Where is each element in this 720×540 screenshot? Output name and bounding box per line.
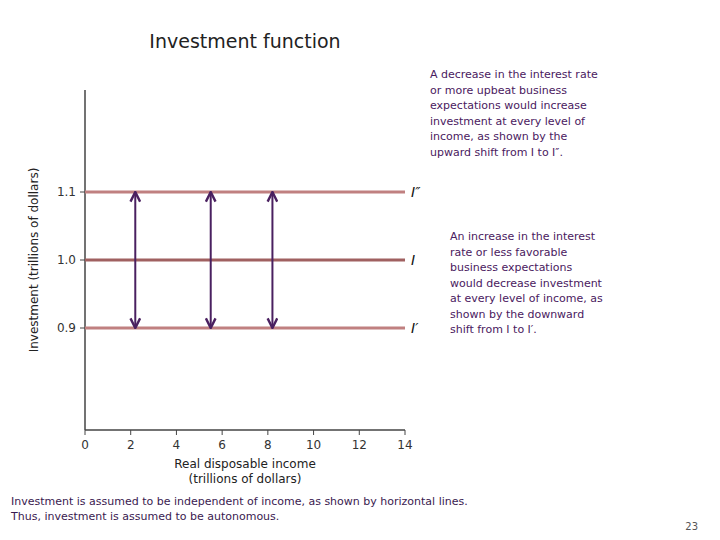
x-tick-label: 0 — [81, 438, 89, 452]
y-tick-label: 0.9 — [57, 321, 76, 335]
line-label: I″ — [411, 184, 421, 200]
axes: 0 2 4 6 8 10 12 14 0.9 1.0 1.1 — [57, 90, 413, 452]
title: Investment function — [149, 30, 340, 52]
shift-arrow — [134, 192, 136, 260]
text-line: upward shift from I to I″. — [430, 146, 563, 159]
annotation-text: 23 — [685, 521, 698, 532]
line-label: I′ — [411, 320, 419, 336]
text-line: rate or less favorable — [450, 246, 568, 259]
text-line: shift from I to I′. — [450, 323, 537, 336]
x-tick-label: 12 — [352, 438, 367, 452]
text-line: investment at every level of — [430, 115, 586, 128]
investment-line — [85, 327, 405, 330]
x-tick-label: 14 — [397, 438, 412, 452]
text-line: business expectations — [450, 261, 572, 274]
x-tick-label: 10 — [306, 438, 321, 452]
text-line: An increase in the interest — [450, 230, 596, 243]
text-line: expectations would increase — [430, 99, 587, 112]
x-tick-label: 6 — [218, 438, 226, 452]
annotation-text: An increase in the interest rate or less … — [450, 230, 603, 336]
text-line: or more upbeat business — [430, 84, 567, 97]
text-line: would decrease investment — [450, 277, 603, 290]
annotation-text: Investment is assumed to be independent … — [10, 495, 468, 523]
text-line: Investment is assumed to be independent … — [11, 495, 468, 508]
text-line: 23 — [685, 521, 698, 532]
text-line: A decrease in the interest rate — [430, 68, 598, 81]
text-line: (trillions of dollars) — [189, 472, 302, 486]
chart: Investment function 0 2 4 6 8 10 12 14 0.9 1.0 1.1 R… — [0, 0, 720, 540]
text-line: at every level of income, as — [450, 292, 603, 305]
investment-line — [85, 259, 405, 262]
text-line: Thus, investment is assumed to be autono… — [10, 510, 279, 523]
investment-line — [85, 191, 405, 194]
x-axis-line — [85, 429, 405, 431]
x-tick-label: 2 — [127, 438, 135, 452]
line-label: I — [411, 252, 415, 268]
shift-arrow — [210, 260, 212, 328]
plot-area — [85, 192, 405, 328]
annotation-text: A decrease in the interest rate or more u… — [430, 68, 598, 159]
shift-arrow — [271, 192, 273, 260]
x-tick-label: 8 — [264, 438, 272, 452]
x-tick-label: 4 — [173, 438, 181, 452]
y-axis-label: Investment (trillions of dollars) — [27, 168, 41, 353]
shift-arrow — [134, 260, 136, 328]
y-tick-label: 1.1 — [57, 185, 76, 199]
y-tick-label: 1.0 — [57, 253, 76, 267]
shift-arrow — [210, 192, 212, 260]
text-line: shown by the downward — [450, 308, 584, 321]
x-axis-label: Real disposable income(trillions of doll… — [174, 457, 316, 486]
shift-arrow — [271, 260, 273, 328]
text-line: Real disposable income — [174, 457, 316, 471]
text-line: income, as shown by the — [430, 130, 567, 143]
